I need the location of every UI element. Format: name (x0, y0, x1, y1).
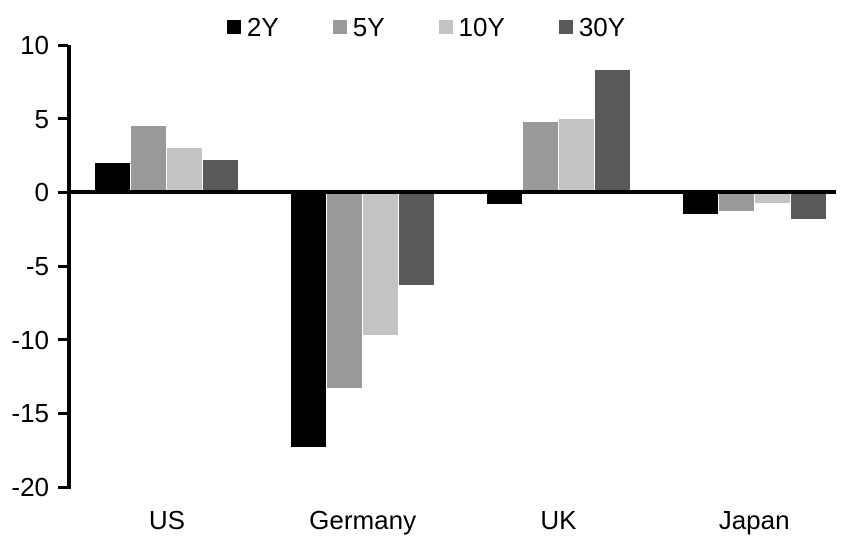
bar-japan-10y (754, 192, 790, 203)
zero-baseline (67, 190, 836, 194)
legend-label: 10Y (458, 12, 505, 42)
y-axis-line (67, 45, 71, 489)
y-tick-mark (58, 43, 68, 47)
bar-japan-2y (682, 192, 718, 215)
y-tick-mark (58, 338, 68, 342)
bar-us-2y (95, 162, 131, 193)
bar-uk-30y (594, 70, 630, 193)
bar-us-30y (203, 159, 239, 193)
bar-japan-30y (790, 192, 826, 219)
bar-uk-5y (522, 121, 558, 193)
bar-germany-10y (363, 192, 399, 336)
bar-us-5y (131, 126, 167, 193)
bar-uk-10y (558, 118, 594, 193)
y-tick-label: -5 (25, 251, 49, 281)
legend-swatch-icon (226, 20, 241, 34)
bar-us-10y (167, 148, 203, 193)
bar-japan-5y (718, 192, 754, 212)
bar-uk-2y (486, 192, 522, 205)
y-tick-label: 10 (20, 30, 49, 60)
legend-swatch-icon (558, 20, 573, 34)
y-tick-mark (58, 190, 68, 194)
x-category-label: Japan (718, 505, 790, 535)
y-tick-mark (58, 264, 68, 268)
bar-group-germany (291, 45, 435, 489)
legend-label: 5Y (352, 12, 385, 42)
bar-group-us (95, 45, 239, 489)
x-category-label: UK (540, 505, 577, 535)
legend-label: 2Y (246, 12, 279, 42)
bar-group-japan (682, 45, 826, 489)
y-tick-mark (58, 117, 68, 121)
y-tick-label: -15 (11, 398, 49, 429)
y-tick-mark (58, 485, 68, 489)
x-category-label: US (148, 505, 185, 535)
y-tick-label: -20 (11, 472, 49, 502)
legend-item-30y: 30Y (558, 12, 626, 42)
legend-item-2y: 2Y (226, 12, 279, 42)
y-tick-label: 0 (34, 177, 49, 208)
y-tick-label: -10 (11, 324, 49, 355)
bar-germany-2y (291, 192, 327, 448)
x-category-label: Germany (309, 505, 417, 535)
legend: 2Y 5Y 10Y 30Y (0, 14, 852, 40)
legend-label: 30Y (578, 12, 626, 42)
y-tick-mark (58, 411, 68, 415)
y-tick-label: 5 (34, 103, 49, 134)
legend-swatch-icon (332, 20, 347, 34)
bar-germany-30y (399, 192, 435, 286)
legend-item-5y: 5Y (332, 12, 385, 42)
bar-group-uk (486, 45, 630, 489)
bar-germany-5y (327, 192, 363, 389)
legend-item-10y: 10Y (438, 12, 505, 42)
legend-swatch-icon (438, 20, 453, 34)
